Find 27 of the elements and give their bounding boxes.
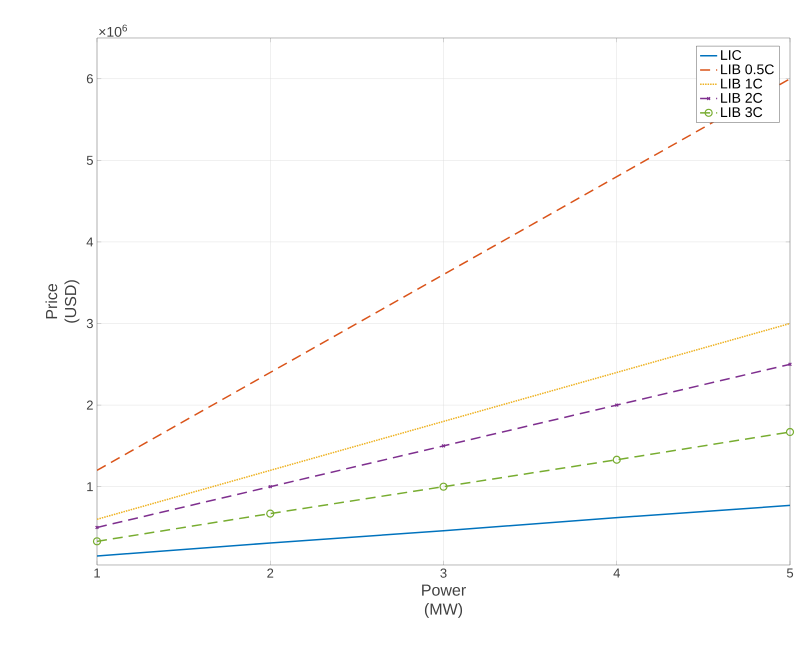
line-series [97,504,790,557]
x-tick-label: 3 [440,568,447,578]
x-tick-label: 1 [94,568,100,578]
text: ×10$^{6}$ [99,24,127,37]
legend-label: LIB 1C [721,78,762,89]
legend-label: LIC [721,50,742,60]
point [92,537,102,546]
y-tick-label: 3 [86,318,93,328]
y-tick-label: 2 [86,400,93,410]
legend-label: LIB 2C [721,92,762,103]
point [614,403,619,408]
x-axis-title: Power (MW) [422,584,466,618]
legend-label: LIB 0.5C [721,64,774,74]
y-axis-title: Price (USD) [45,280,80,323]
point [439,482,448,491]
x-tick-label: 5 [786,568,794,578]
y-tick-label: 1 [87,482,93,492]
point [612,456,621,464]
point [788,362,792,366]
y-tick-label: 5 [86,156,93,165]
y-tick-label: 6 [86,74,93,84]
point [786,428,794,436]
point [266,509,274,518]
legend-label: LIB 3C [721,107,762,118]
x-tick-label: 2 [267,568,274,578]
x-tick-label: 4 [613,568,620,578]
y-tick-label: 4 [86,237,94,246]
